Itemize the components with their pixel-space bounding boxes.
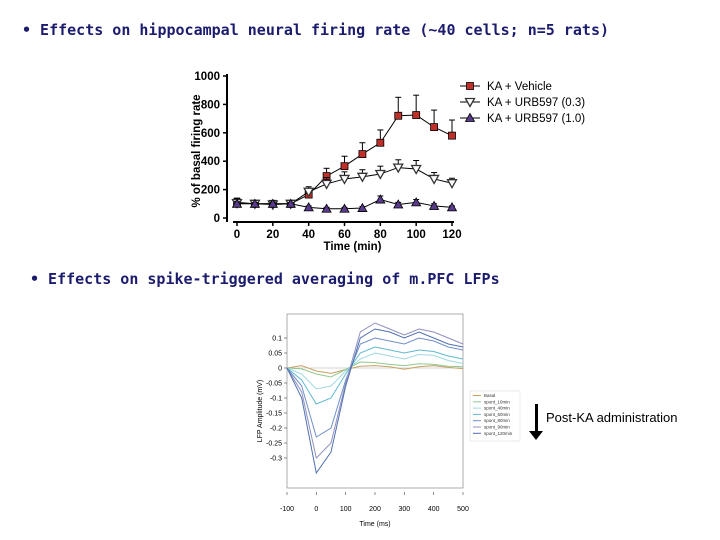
y-tick-label: 0.05	[268, 351, 282, 358]
slide-bullet-lfp: • Effects on spike-triggered averaging o…	[30, 270, 500, 288]
y-tick-label: -0.15	[266, 411, 282, 418]
x-tick-label: 120	[442, 229, 461, 241]
x-axis-title: Time (min)	[324, 241, 382, 253]
data-point	[446, 179, 458, 190]
data-point	[321, 203, 332, 213]
data-point	[303, 187, 315, 198]
x-tick-label: 20	[266, 229, 279, 241]
x-tick-label: 0	[234, 229, 240, 241]
x-tick-label: 200	[369, 506, 381, 513]
lfp-legend-label: spont_80min	[484, 418, 510, 423]
lfp-trace-7	[286, 328, 464, 475]
data-point	[249, 198, 261, 208]
x-axis-title: Time (ms)	[359, 521, 390, 528]
x-tick-label: 300	[398, 506, 410, 513]
lfp-legend-label: Basal	[484, 393, 495, 398]
data-point	[392, 163, 404, 174]
series-3	[231, 194, 458, 213]
lfp-trace-6	[286, 322, 464, 460]
data-point	[285, 198, 296, 208]
legend-label: KA + URB597 (1.0)	[487, 113, 585, 125]
data-point	[410, 164, 422, 175]
data-point	[375, 194, 386, 204]
x-tick-label: 100	[407, 229, 426, 241]
data-point	[430, 123, 438, 132]
plot-frame	[286, 313, 464, 489]
y-tick-label: 0	[214, 213, 220, 225]
data-point	[412, 111, 421, 119]
data-point	[374, 169, 386, 180]
x-tick-label: -100	[280, 506, 294, 513]
y-tick-label: 1000	[194, 71, 220, 83]
lfp-legend-label: spont_50min	[484, 412, 510, 417]
lfp-trace-1	[286, 365, 464, 374]
slide-bullet-firing-rate: • Effects on hippocampal neural firing r…	[22, 21, 609, 39]
data-point	[339, 203, 350, 213]
y-tick-label: 0.1	[272, 336, 282, 343]
y-tick-label: 600	[201, 128, 220, 140]
y-axis-title: % of basal firing rate	[191, 94, 203, 207]
y-tick-label: -0.3	[270, 456, 282, 463]
y-axis-title: LFP Amplitude (mV)	[257, 380, 264, 443]
data-point	[303, 202, 314, 212]
lfp-trace-4	[286, 346, 464, 405]
down-arrow-icon	[529, 431, 543, 440]
y-tick-label: -0.1	[270, 396, 282, 403]
x-tick-label: 500	[457, 506, 469, 513]
lfp-legend-label: spont_40min	[484, 406, 510, 411]
lfp-trace-5	[286, 337, 464, 438]
y-tick-label: 0	[278, 366, 282, 373]
data-point	[338, 174, 351, 185]
data-point	[410, 197, 422, 207]
legend-label: KA + URB597 (0.3)	[487, 97, 585, 109]
y-tick-label: 400	[201, 156, 220, 168]
legend-marker	[466, 82, 474, 90]
x-tick-label: 40	[302, 229, 315, 241]
data-point	[267, 198, 279, 208]
down-arrow-shaft	[535, 404, 538, 432]
lfp-legend-label: spont_120min	[484, 431, 513, 436]
y-tick-label: 200	[201, 185, 220, 197]
y-tick-label: -0.25	[266, 441, 282, 448]
data-point	[356, 172, 369, 183]
data-point	[446, 202, 458, 212]
legend-marker	[464, 112, 476, 122]
lfp-legend-label: spont_90min	[484, 425, 510, 430]
legend-marker	[464, 97, 476, 108]
data-point	[448, 131, 456, 140]
data-point	[428, 200, 440, 210]
data-point	[394, 111, 403, 120]
data-point	[376, 138, 385, 147]
y-tick-label: 800	[201, 99, 220, 111]
lfp-trace-2	[286, 361, 464, 378]
data-point	[428, 174, 440, 185]
data-point	[393, 199, 404, 209]
data-point	[357, 202, 368, 212]
y-tick-label: -0.05	[266, 381, 282, 388]
x-tick-label: 0	[314, 506, 318, 513]
data-point	[231, 198, 243, 208]
x-tick-label: 60	[338, 229, 351, 241]
lfp-legend-label: spont_10min	[484, 399, 510, 404]
lfp-legend-box	[469, 390, 521, 442]
data-point	[320, 179, 333, 190]
legend-label: KA + Vehicle	[487, 81, 552, 93]
x-tick-label: 80	[374, 229, 387, 241]
post-ka-annotation: Post-KA administration	[546, 410, 678, 425]
x-tick-label: 100	[340, 506, 352, 513]
lfp-trace-3	[286, 352, 464, 390]
x-tick-label: 400	[428, 506, 440, 513]
data-point	[340, 162, 349, 171]
y-tick-label: -0.2	[270, 426, 282, 433]
data-point	[358, 150, 367, 159]
